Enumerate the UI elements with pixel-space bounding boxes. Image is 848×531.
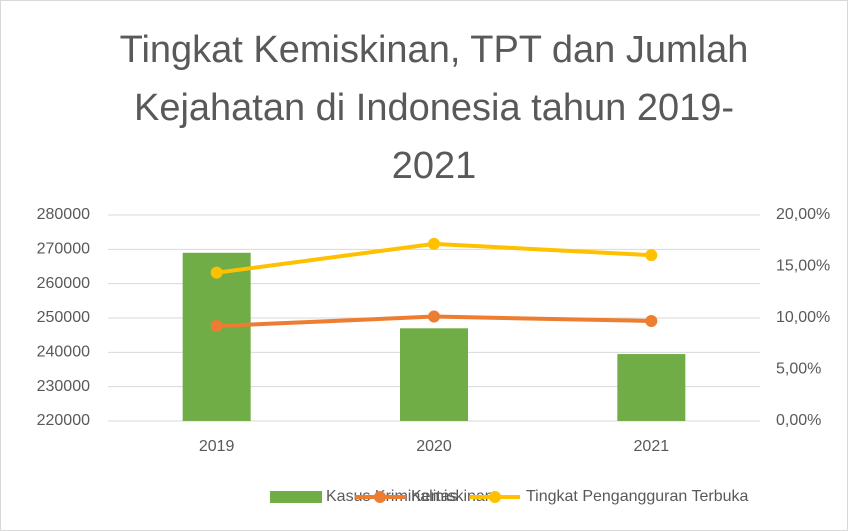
chart-title: Kejahatan di Indonesia tahun 2019- [134, 87, 734, 129]
bar [182, 252, 251, 421]
chart-title: Tingkat Kemiskinan, TPT dan Jumlah [120, 29, 749, 71]
point [428, 310, 440, 323]
y2-tick-label: 5,00% [776, 361, 821, 378]
bar [400, 328, 468, 421]
y2-tick-label: 15,00% [776, 258, 830, 275]
y-tick-label: 240000 [37, 344, 90, 361]
point [645, 249, 658, 262]
legend-label: Tingkat Pengangguran Terbuka [526, 488, 748, 505]
point [210, 320, 223, 333]
bar [617, 354, 686, 421]
legend-label: Kemiskinan [411, 488, 494, 505]
x-tick-label: 2019 [199, 438, 235, 455]
legend-swatch [374, 491, 386, 503]
y-tick-label: 230000 [37, 378, 90, 395]
point [428, 237, 440, 250]
x-tick-label: 2020 [416, 438, 452, 455]
x-tick-label: 2021 [634, 438, 670, 455]
y-tick-label: 220000 [37, 412, 90, 429]
y2-tick-label: 10,00% [776, 309, 830, 326]
y2-tick-label: 20,00% [776, 206, 830, 223]
y-tick-label: 260000 [37, 275, 90, 292]
y-tick-label: 270000 [37, 241, 90, 258]
y-tick-label: 280000 [37, 206, 90, 223]
legend-swatch [270, 491, 322, 503]
legend-swatch [489, 491, 501, 503]
y2-tick-label: 0,00% [776, 412, 821, 429]
y-tick-label: 250000 [37, 309, 90, 326]
point [645, 314, 658, 327]
point [210, 266, 223, 279]
chart-title: 2021 [392, 145, 477, 187]
